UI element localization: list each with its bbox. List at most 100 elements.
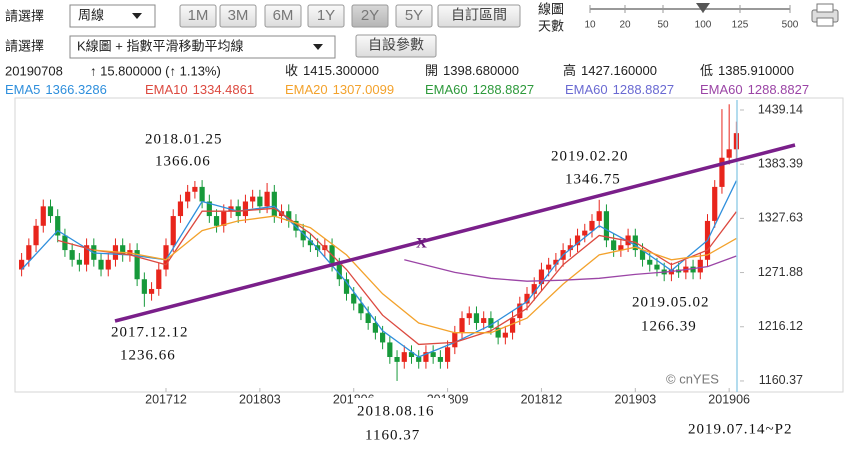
- candle-body: [199, 186, 205, 202]
- chart-select[interactable]: K線圖 + 指數平滑移動平均線: [69, 35, 336, 59]
- candle-body: [300, 230, 306, 241]
- ema-line: [21, 180, 737, 358]
- candle-body: [170, 216, 176, 246]
- candle-body: [495, 327, 501, 338]
- legend-name: EMA10: [145, 82, 188, 97]
- ema-line: [404, 255, 737, 282]
- x-tick-label: 201712: [145, 392, 187, 406]
- quote-change: ↑ 15.800000 (↑ 1.13%): [90, 63, 221, 78]
- legend-value: 1334.4861: [193, 82, 254, 97]
- button-label[interactable]: 2Y: [361, 7, 379, 24]
- y-tick-label: 1216.12: [758, 319, 803, 333]
- candle-body: [156, 269, 162, 289]
- candle-body: [242, 201, 249, 217]
- candle-body: [611, 240, 617, 251]
- y-tick-label: 1439.14: [758, 102, 803, 116]
- candle-body: [647, 259, 653, 265]
- candle-body: [98, 259, 104, 270]
- candle-body: [286, 211, 292, 221]
- candle-body: [105, 259, 111, 270]
- candle-body: [76, 259, 82, 265]
- candle-body: [488, 318, 494, 328]
- button[interactable]: [351, 4, 389, 28]
- candle-body: [213, 216, 220, 226]
- button-label[interactable]: 自設參數: [368, 37, 424, 53]
- annotation: 1160.37: [365, 427, 420, 443]
- x-tick-label: 201903: [614, 392, 656, 406]
- button-label[interactable]: 1Y: [317, 7, 335, 24]
- legend-entry: EMA10 1334.4861: [145, 82, 254, 97]
- printer-icon[interactable]: [811, 3, 839, 27]
- button[interactable]: [219, 4, 257, 28]
- button[interactable]: [437, 4, 521, 28]
- days-label: 線圖: [538, 1, 564, 16]
- label: 請選擇: [5, 38, 44, 53]
- candle-body: [603, 211, 610, 241]
- legend-name: EMA60: [700, 82, 743, 97]
- candle-body: [120, 245, 126, 255]
- button-label[interactable]: 5Y: [405, 7, 423, 24]
- legend-entry: EMA5 1366.3286: [5, 82, 107, 97]
- ema-line: [57, 207, 737, 346]
- label: 請選擇: [5, 8, 44, 23]
- select-box[interactable]: [69, 35, 336, 59]
- button[interactable]: [395, 4, 433, 28]
- candle-body: [538, 269, 545, 285]
- range-button[interactable]: 1Y: [307, 4, 345, 28]
- slider-handle[interactable]: [696, 3, 710, 13]
- range-button[interactable]: 2Y: [351, 4, 389, 28]
- slider-label[interactable]: 500: [782, 20, 799, 31]
- candle-body: [437, 357, 443, 362]
- arrow[interactable]: [132, 13, 142, 19]
- printer[interactable]: [816, 17, 834, 27]
- range-button[interactable]: 6M: [264, 4, 302, 28]
- printer[interactable]: [816, 3, 834, 13]
- annotation-bg: [354, 398, 450, 448]
- button[interactable]: [307, 4, 345, 28]
- candle-body: [33, 225, 39, 246]
- candle-body: [192, 186, 198, 192]
- slider-label[interactable]: 125: [732, 20, 749, 31]
- button-label[interactable]: 自訂區間: [451, 7, 507, 23]
- annotation: 2019.02.20: [551, 148, 629, 164]
- candle-body: [358, 303, 364, 314]
- trend-line: [114, 143, 796, 323]
- button-label[interactable]: 3M: [228, 7, 249, 24]
- select-value[interactable]: K線圖 + 指數平滑移動平均線: [77, 38, 244, 53]
- select-value[interactable]: 周線: [78, 7, 104, 22]
- x-tick-label: 201906: [708, 392, 750, 406]
- candle-body: [719, 157, 725, 187]
- candle-body: [459, 318, 465, 333]
- legend-name: EMA60: [425, 82, 468, 97]
- range-button[interactable]: 5Y: [395, 4, 433, 28]
- slider-label[interactable]: 20: [619, 20, 631, 31]
- custom-button[interactable]: 自訂區間: [437, 4, 521, 28]
- slider-label[interactable]: 50: [657, 20, 669, 31]
- button[interactable]: [264, 4, 302, 28]
- button-label[interactable]: 6M: [273, 7, 294, 24]
- candle-body: [372, 322, 378, 333]
- field-label: 收: [285, 63, 298, 78]
- legend-value: 1288.8827: [748, 82, 809, 97]
- period-select[interactable]: 周線: [69, 4, 156, 28]
- slider-label[interactable]: 10: [584, 20, 596, 31]
- range-button[interactable]: 1M: [179, 4, 217, 28]
- settings-button[interactable]: 自設參數: [355, 34, 437, 58]
- button-label[interactable]: 1M: [188, 7, 209, 24]
- button[interactable]: [355, 34, 437, 58]
- candle-body: [83, 245, 90, 265]
- arrow[interactable]: [313, 44, 323, 50]
- select-box[interactable]: [69, 4, 156, 28]
- button[interactable]: [179, 4, 217, 28]
- range-button[interactable]: 3M: [219, 4, 257, 28]
- candle-body: [206, 201, 212, 217]
- candle-body: [712, 186, 718, 221]
- plot-frame: [14, 97, 844, 393]
- field-label: 開: [425, 63, 438, 78]
- candle-body: [40, 206, 46, 226]
- candle-body: [567, 245, 573, 251]
- candle-body: [19, 259, 25, 270]
- slider-label[interactable]: 100: [695, 20, 712, 31]
- candle-body: [336, 264, 342, 280]
